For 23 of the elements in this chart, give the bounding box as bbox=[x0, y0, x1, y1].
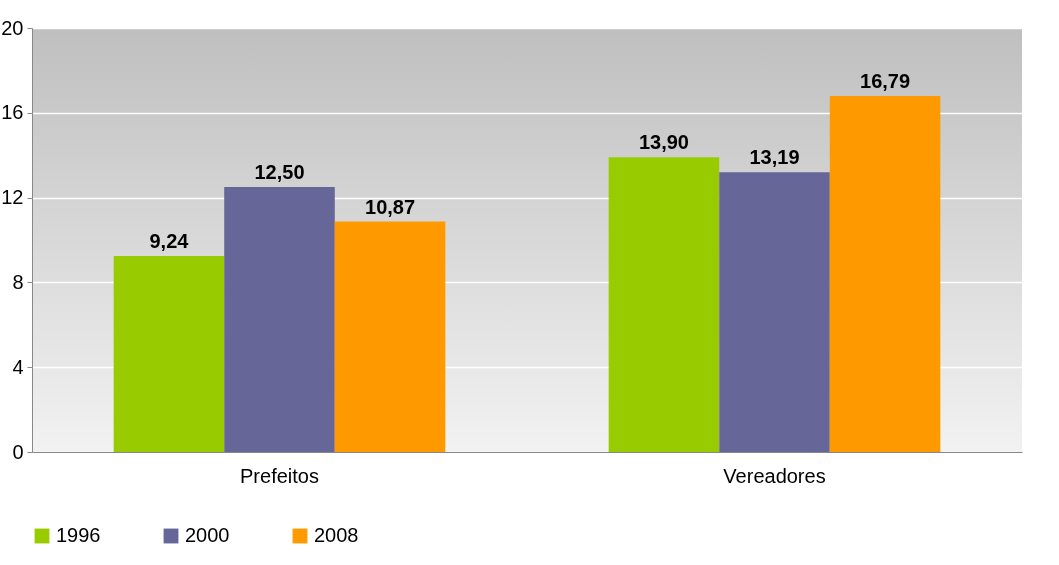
bar bbox=[224, 187, 335, 452]
y-tick-label: 16 bbox=[1, 101, 24, 124]
bar bbox=[334, 221, 446, 452]
legend-label: 2000 bbox=[185, 524, 230, 546]
data-label: 10,87 bbox=[365, 195, 416, 218]
bar bbox=[829, 96, 941, 452]
bar bbox=[719, 172, 830, 452]
legend-label: 2008 bbox=[314, 524, 359, 546]
data-label: 12,50 bbox=[254, 161, 305, 183]
data-label: 16,79 bbox=[860, 70, 911, 93]
x-tick-label: Vereadores bbox=[723, 464, 826, 487]
bar bbox=[113, 256, 225, 452]
x-tick-label: Prefeitos bbox=[240, 464, 319, 487]
data-label: 13,90 bbox=[638, 131, 689, 154]
legend-label: 1996 bbox=[56, 524, 101, 546]
y-tick-label: 8 bbox=[12, 270, 24, 293]
data-label: 9,24 bbox=[149, 230, 190, 253]
y-tick-label: 0 bbox=[12, 440, 24, 463]
y-tick-label: 12 bbox=[1, 186, 24, 209]
y-tick-label: 20 bbox=[1, 16, 24, 39]
data-label: 13,19 bbox=[749, 146, 800, 169]
bar bbox=[608, 157, 720, 452]
y-tick-label: 4 bbox=[12, 355, 24, 378]
